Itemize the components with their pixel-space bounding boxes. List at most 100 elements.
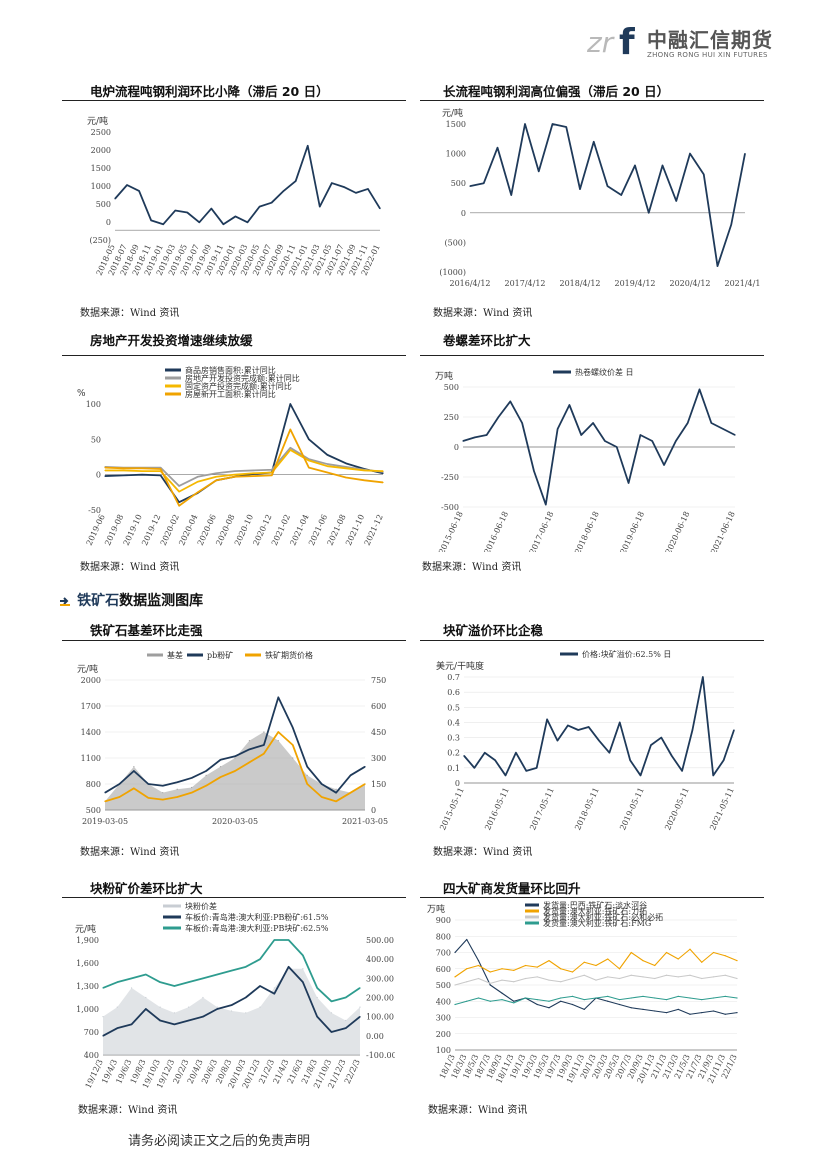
data-point [560, 981, 562, 983]
data-point [466, 968, 468, 970]
data-point [536, 976, 538, 978]
x-tick-label: 2021-03-05 [342, 817, 388, 826]
data-point [363, 479, 366, 481]
data-point [145, 996, 147, 999]
data-point [133, 787, 135, 789]
legend-label: 商品房销售面积:累计同比 [185, 365, 276, 375]
data-point [319, 206, 321, 208]
data-point [335, 788, 337, 790]
data-point [162, 792, 164, 794]
chart-panel-7: 元/吨1,900 1,600 1,300 1,000 700 400 500.00 400.0… [75, 901, 395, 1090]
data-point [288, 966, 290, 968]
data-point [710, 422, 712, 424]
data-point [259, 985, 261, 987]
data-point [234, 755, 236, 757]
data-point [701, 1012, 703, 1014]
data-point [248, 740, 251, 742]
section-heading: 铁矿石数据监测图库 [58, 590, 203, 610]
y-tick-label: 200 [436, 1030, 451, 1039]
data-point [665, 999, 668, 1001]
data-point [197, 476, 199, 478]
data-point [178, 505, 180, 507]
data-point [639, 434, 641, 436]
data-point [335, 792, 337, 794]
data-point [114, 198, 116, 200]
data-point [524, 964, 527, 967]
data-point [510, 194, 512, 196]
data-point [162, 223, 164, 225]
data-point [159, 981, 161, 983]
data-point [173, 1023, 175, 1025]
data-point [567, 724, 569, 727]
y-tick-label: 0.6 [447, 688, 460, 697]
data-point [571, 995, 574, 997]
y-tick-label: 0.7 [447, 673, 460, 682]
data-point [463, 755, 465, 757]
data-point [654, 964, 656, 967]
data-point [259, 1006, 261, 1008]
data-point [178, 485, 180, 487]
data-point [701, 977, 703, 980]
data-point [583, 974, 585, 976]
series-line [104, 403, 384, 504]
panel-4-rule [420, 355, 764, 356]
axis-unit-label: 元/吨 [77, 663, 98, 675]
data-point [308, 438, 310, 440]
data-point [484, 752, 486, 754]
data-point [176, 788, 178, 790]
data-point [248, 748, 251, 750]
panel-3-title: 房地产开发投资增速继续放缓 [90, 333, 253, 348]
svg-text:zr: zr [587, 26, 615, 59]
panel-2-source: 数据来源：Wind 资讯 [433, 308, 533, 319]
y-tick-label: 1400 [81, 728, 101, 737]
data-point [515, 752, 517, 754]
legend-label: 铁矿期货价格 [265, 650, 313, 660]
legend-label: 房地产开发投资完成额:累计同比 [185, 373, 300, 383]
y2-tick-label: 300 [371, 754, 386, 763]
data-point [642, 1008, 644, 1010]
data-point [736, 1012, 738, 1014]
axis-unit-label: 元/吨 [442, 107, 463, 119]
data-point [245, 1012, 247, 1014]
data-point [104, 800, 106, 802]
data-point [630, 974, 632, 976]
data-point [736, 977, 738, 980]
series-line [454, 948, 738, 978]
x-tick-label: 2021-12 [363, 513, 385, 547]
data-point [724, 995, 726, 997]
data-point [273, 993, 275, 995]
data-point [504, 774, 507, 777]
legend-label: 车板价:青岛港:澳大利亚:PB块矿:62.5% [185, 923, 329, 933]
data-point [252, 469, 254, 472]
data-point [454, 984, 456, 986]
legend-label: 发货量:澳大利亚:铁矿石:必和必拓 [543, 912, 663, 922]
y-tick-label: 1000 [91, 182, 111, 191]
data-point [335, 800, 337, 802]
data-point [222, 223, 225, 225]
data-point [141, 470, 143, 472]
data-point [382, 470, 384, 472]
data-point [560, 968, 562, 970]
data-point [263, 744, 265, 746]
y-tick-label: 800 [436, 932, 451, 941]
axis-unit-label: 元/吨 [87, 115, 108, 127]
data-point [159, 1006, 161, 1008]
data-point [382, 472, 384, 474]
data-point [466, 1000, 468, 1002]
data-point [592, 422, 594, 424]
panel-8-source: 数据来源：Wind 资讯 [428, 1105, 528, 1116]
axis-unit-label: 万吨 [435, 370, 453, 382]
data-point [736, 960, 738, 962]
data-point [326, 471, 328, 474]
data-point [302, 954, 304, 956]
data-point [210, 207, 212, 210]
legend-label: 发货量:巴西:铁矿石:淡水河谷 [543, 900, 647, 910]
y2-tick-label: 300.00 [366, 974, 394, 983]
data-point [145, 973, 147, 976]
x-tick-label: 2019/4/12 [614, 279, 655, 288]
data-point [642, 960, 644, 962]
x-tick-label: 19/12/3 [84, 1058, 105, 1090]
x-tick-label: 2020-05-11 [663, 786, 691, 832]
